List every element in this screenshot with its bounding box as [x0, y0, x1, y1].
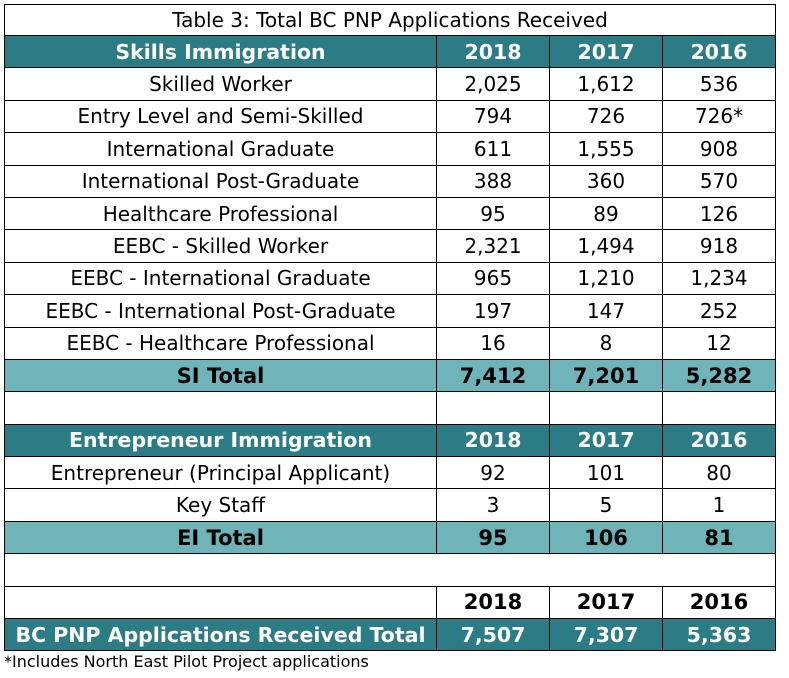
ei-total-2018: 95 [436, 520, 550, 555]
spacer-cell [436, 391, 550, 425]
table-title-row: Table 3: Total BC PNP Applications Recei… [4, 4, 776, 36]
cell-2018: 16 [436, 326, 550, 360]
cell-2017: 360 [549, 164, 663, 198]
cell-2016: 80 [662, 456, 776, 490]
table-title: Table 3: Total BC PNP Applications Recei… [4, 4, 776, 36]
cell-2016: 1 [662, 488, 776, 522]
cell-2018: 794 [436, 99, 550, 134]
cell-2018: 3 [436, 488, 550, 522]
row-label: International Post-Graduate [4, 164, 437, 198]
row-label: International Graduate [4, 132, 437, 166]
entrepreneur-header-label: Entrepreneur Immigration [4, 423, 437, 458]
cell-2017: 726 [549, 99, 663, 134]
cell-2018: 95 [436, 196, 550, 231]
skills-header-label: Skills Immigration [4, 34, 437, 69]
spacer-cell [4, 391, 437, 425]
row-label: EEBC - International Post-Graduate [4, 294, 437, 328]
cell-2017: 5 [549, 488, 663, 522]
cell-2017: 1,210 [549, 261, 663, 296]
cell-2016: 12 [662, 326, 776, 360]
spacer-cell [662, 391, 776, 425]
spacer-cell [4, 553, 776, 587]
ei-total-2017: 106 [549, 520, 663, 555]
table-row: Healthcare Professional 95 89 126 [4, 196, 776, 231]
grand-header-2016: 2016 [662, 585, 776, 620]
cell-2018: 611 [436, 132, 550, 166]
skills-header-row: Skills Immigration 2018 2017 2016 [4, 34, 776, 69]
cell-2016: 918 [662, 229, 776, 263]
cell-2018: 197 [436, 294, 550, 328]
cell-2016: 726* [662, 99, 776, 134]
grand-header-2018: 2018 [436, 585, 550, 620]
spacer-row [4, 553, 776, 587]
ei-total-row: EI Total 95 106 81 [4, 520, 776, 555]
grand-header-2017: 2017 [549, 585, 663, 620]
entrepreneur-header-2017: 2017 [549, 423, 663, 458]
grand-total-2016: 5,363 [662, 618, 776, 652]
entrepreneur-header-2018: 2018 [436, 423, 550, 458]
spacer-cell [549, 391, 663, 425]
cell-2017: 1,612 [549, 67, 663, 101]
grand-total-2017: 7,307 [549, 618, 663, 652]
cell-2018: 2,025 [436, 67, 550, 101]
si-total-2016: 5,282 [662, 358, 776, 393]
table-row: EEBC - International Graduate 965 1,210 … [4, 261, 776, 296]
cell-2017: 101 [549, 456, 663, 490]
cell-2018: 92 [436, 456, 550, 490]
spacer-row [4, 391, 776, 425]
table-row: Entrepreneur (Principal Applicant) 92 10… [4, 456, 776, 490]
row-label: EEBC - Skilled Worker [4, 229, 437, 263]
ei-total-2016: 81 [662, 520, 776, 555]
row-label: EEBC - International Graduate [4, 261, 437, 296]
skills-header-2017: 2017 [549, 34, 663, 69]
cell-2017: 8 [549, 326, 663, 360]
table-row: EEBC - International Post-Graduate 197 1… [4, 294, 776, 328]
grand-header-label [4, 585, 437, 620]
cell-2018: 388 [436, 164, 550, 198]
cell-2018: 965 [436, 261, 550, 296]
grand-total-label: BC PNP Applications Received Total [4, 618, 437, 652]
row-label: Entrepreneur (Principal Applicant) [4, 456, 437, 490]
skills-header-2018: 2018 [436, 34, 550, 69]
cell-2017: 89 [549, 196, 663, 231]
grand-total-row: BC PNP Applications Received Total 7,507… [4, 618, 776, 652]
row-label: Entry Level and Semi-Skilled [4, 99, 437, 134]
footnote: *Includes North East Pilot Project appli… [4, 652, 369, 671]
cell-2017: 147 [549, 294, 663, 328]
table-row: International Graduate 611 1,555 908 [4, 132, 776, 166]
table-row: EEBC - Healthcare Professional 16 8 12 [4, 326, 776, 360]
cell-2017: 1,494 [549, 229, 663, 263]
cell-2017: 1,555 [549, 132, 663, 166]
cell-2016: 570 [662, 164, 776, 198]
table-row: International Post-Graduate 388 360 570 [4, 164, 776, 198]
row-label: Skilled Worker [4, 67, 437, 101]
cell-2016: 536 [662, 67, 776, 101]
entrepreneur-header-2016: 2016 [662, 423, 776, 458]
cell-2016: 252 [662, 294, 776, 328]
table-row: Entry Level and Semi-Skilled 794 726 726… [4, 99, 776, 134]
entrepreneur-header-row: Entrepreneur Immigration 2018 2017 2016 [4, 423, 776, 458]
table-row: Skilled Worker 2,025 1,612 536 [4, 67, 776, 101]
si-total-row: SI Total 7,412 7,201 5,282 [4, 358, 776, 393]
row-label: Healthcare Professional [4, 196, 437, 231]
row-label: EEBC - Healthcare Professional [4, 326, 437, 360]
skills-header-2016: 2016 [662, 34, 776, 69]
si-total-2017: 7,201 [549, 358, 663, 393]
si-total-2018: 7,412 [436, 358, 550, 393]
table-row: EEBC - Skilled Worker 2,321 1,494 918 [4, 229, 776, 263]
cell-2016: 1,234 [662, 261, 776, 296]
grand-header-row: 2018 2017 2016 [4, 585, 776, 620]
cell-2016: 126 [662, 196, 776, 231]
cell-2016: 908 [662, 132, 776, 166]
grand-total-2018: 7,507 [436, 618, 550, 652]
table-row: Key Staff 3 5 1 [4, 488, 776, 522]
row-label: Key Staff [4, 488, 437, 522]
cell-2018: 2,321 [436, 229, 550, 263]
applications-table: Table 3: Total BC PNP Applications Recei… [4, 4, 776, 652]
si-total-label: SI Total [4, 358, 437, 393]
ei-total-label: EI Total [4, 520, 437, 555]
